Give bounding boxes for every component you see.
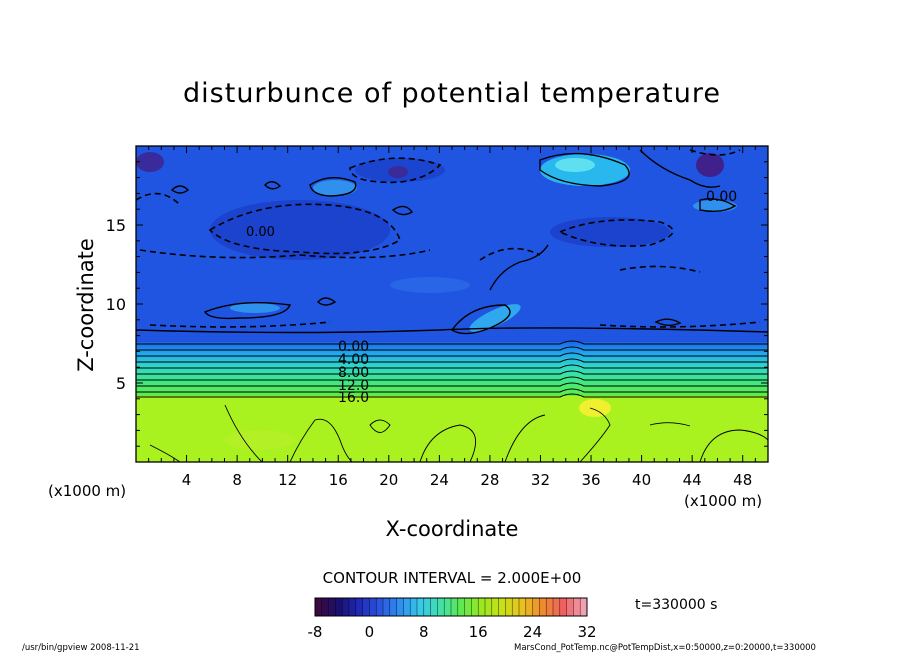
y-tick-label: 10 bbox=[106, 295, 126, 314]
colorbar-tick-label: -8 bbox=[308, 623, 323, 641]
colorbar-cell bbox=[369, 598, 377, 616]
colorbar-cell bbox=[498, 598, 506, 616]
colorbar-cell bbox=[444, 598, 452, 616]
transition-band bbox=[136, 342, 768, 397]
colorbar-cell bbox=[559, 598, 567, 616]
colorbar-cell bbox=[321, 598, 329, 616]
colorbar-tick-label: 32 bbox=[577, 623, 596, 641]
colorbar-cell bbox=[491, 598, 499, 616]
x-unit-left: (x1000 m) bbox=[48, 482, 126, 500]
footer-right: MarsCond_PotTemp.nc@PotTempDist,x=0:5000… bbox=[514, 643, 816, 653]
colorbar-tick-labels: -8 0 8 16 24 32 bbox=[308, 623, 597, 641]
svg-text:0.00: 0.00 bbox=[338, 339, 369, 355]
colorbar-cell bbox=[383, 598, 391, 616]
colorbar-cell bbox=[389, 598, 397, 616]
colorbar-cell bbox=[546, 598, 554, 616]
colorbar-cell bbox=[457, 598, 465, 616]
svg-text:4.00: 4.00 bbox=[338, 352, 369, 368]
x-tick-label: 20 bbox=[379, 471, 398, 489]
colorbar-cell bbox=[430, 598, 438, 616]
contour-labels: 0.00 4.00 8.00 12.0 16.0 bbox=[338, 339, 369, 406]
colorbar-cell bbox=[315, 598, 323, 616]
colorbar-cell bbox=[437, 598, 445, 616]
colorbar-cell bbox=[335, 598, 343, 616]
x-tick-label: 36 bbox=[581, 471, 600, 489]
colorbar-cell bbox=[355, 598, 363, 616]
colorbar-cell bbox=[451, 598, 459, 616]
lower-contours bbox=[149, 404, 768, 462]
colorbar bbox=[314, 598, 588, 616]
upper-patches bbox=[136, 152, 737, 332]
y-tick-label: 5 bbox=[116, 374, 126, 393]
colorbar-cell bbox=[417, 598, 425, 616]
x-axis-label: X-coordinate bbox=[386, 517, 519, 541]
svg-text:0.00: 0.00 bbox=[706, 189, 737, 205]
colorbar-cell bbox=[525, 598, 533, 616]
x-tick-label: 28 bbox=[480, 471, 499, 489]
colorbar-cell bbox=[478, 598, 486, 616]
x-tick-label: 40 bbox=[632, 471, 651, 489]
colorbar-cell bbox=[423, 598, 431, 616]
colorbar-tick-label: 24 bbox=[523, 623, 542, 641]
colorbar-cell bbox=[512, 598, 520, 616]
x-unit-right: (x1000 m) bbox=[684, 492, 762, 510]
colorbar-cell bbox=[403, 598, 411, 616]
plot-area: 0.00 0.00 bbox=[136, 146, 768, 462]
upper-contour-labels: 0.00 0.00 bbox=[246, 189, 737, 240]
colorbar-cell bbox=[519, 598, 527, 616]
colorbar-cell bbox=[342, 598, 350, 616]
y-axis-ticks: 5 10 15 bbox=[106, 161, 768, 447]
colorbar-cell bbox=[553, 598, 561, 616]
colorbar-tick-label: 8 bbox=[419, 623, 429, 641]
svg-text:8.00: 8.00 bbox=[338, 365, 369, 381]
negative-contours bbox=[136, 149, 761, 328]
colorbar-cell bbox=[362, 598, 370, 616]
x-axis-ticks: 4 8 12 16 20 24 28 32 36 40 44 48 bbox=[148, 146, 756, 489]
lower-field bbox=[136, 396, 768, 462]
warm-patch bbox=[579, 399, 611, 417]
colorbar-cell bbox=[376, 598, 384, 616]
positive-contours bbox=[136, 149, 768, 335]
colorbar-cell bbox=[485, 598, 493, 616]
colorbar-cell bbox=[464, 598, 472, 616]
colorbar-cell bbox=[566, 598, 574, 616]
x-tick-label: 12 bbox=[278, 471, 297, 489]
colorbar-cell bbox=[539, 598, 547, 616]
colorbar-cell bbox=[349, 598, 357, 616]
colorbar-tick-label: 16 bbox=[469, 623, 488, 641]
colorbar-tick-label: 0 bbox=[365, 623, 375, 641]
x-tick-label: 16 bbox=[329, 471, 348, 489]
svg-text:16.0: 16.0 bbox=[338, 390, 369, 406]
x-tick-label: 4 bbox=[182, 471, 192, 489]
time-label: t=330000 s bbox=[635, 597, 717, 613]
layer-contours bbox=[136, 340, 768, 398]
y-axis-label: Z-coordinate bbox=[74, 238, 98, 372]
footer-left: /usr/bin/gpview 2008-11-21 bbox=[22, 643, 140, 653]
colorbar-cell bbox=[328, 598, 336, 616]
svg-text:0.00: 0.00 bbox=[246, 225, 275, 240]
x-tick-label: 48 bbox=[733, 471, 752, 489]
colorbar-cell bbox=[532, 598, 540, 616]
y-tick-label: 15 bbox=[106, 216, 126, 235]
contour-interval: CONTOUR INTERVAL = 2.000E+00 bbox=[323, 569, 582, 587]
x-tick-label: 32 bbox=[531, 471, 550, 489]
x-tick-label: 8 bbox=[232, 471, 242, 489]
colorbar-cell bbox=[580, 598, 588, 616]
x-tick-label: 44 bbox=[683, 471, 702, 489]
colorbar-frame bbox=[314, 597, 588, 617]
chart-title: disturbunce of potential temperature bbox=[183, 78, 721, 109]
colorbar-cell bbox=[471, 598, 479, 616]
svg-text:12.0: 12.0 bbox=[338, 378, 369, 394]
colorbar-cell bbox=[573, 598, 581, 616]
colorbar-cell bbox=[505, 598, 513, 616]
colorbar-cell bbox=[410, 598, 418, 616]
colorbar-cell bbox=[396, 598, 404, 616]
x-tick-label: 24 bbox=[430, 471, 449, 489]
